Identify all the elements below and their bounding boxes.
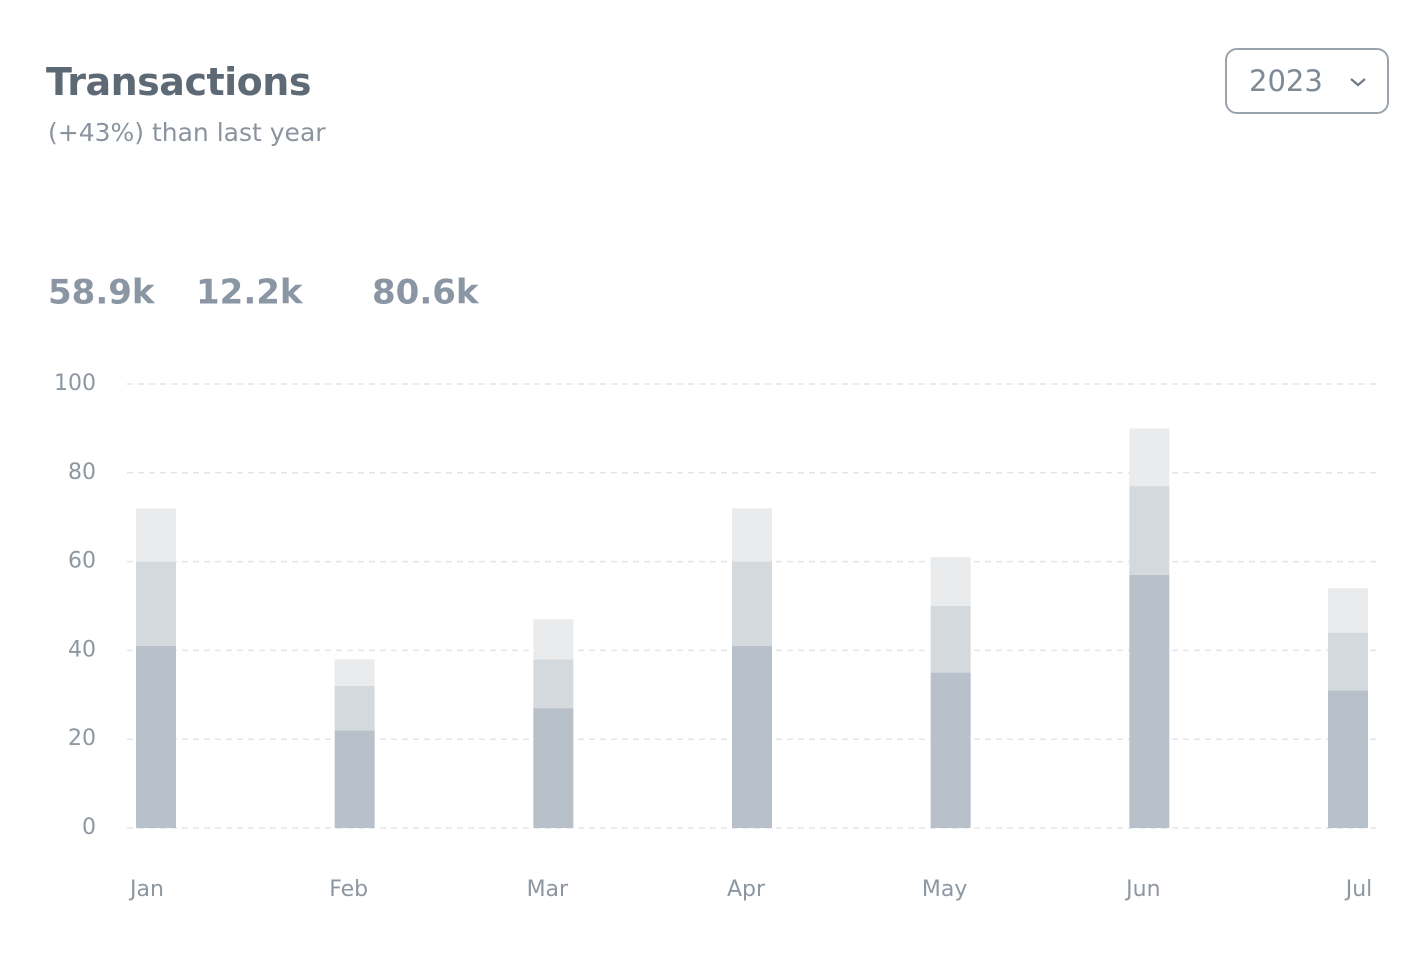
y-tick-label: 60 [68, 549, 96, 574]
x-tick-label: Jul [1344, 877, 1373, 902]
summary-value: 12.2k [196, 273, 304, 313]
chevron-icon [1350, 78, 1366, 87]
y-tick-label: 80 [68, 460, 96, 485]
bar-segment [930, 672, 971, 828]
y-tick-label: 20 [68, 726, 96, 751]
bar-segment [533, 619, 574, 660]
card-title: Transactions [46, 60, 311, 104]
bar-segment [930, 557, 971, 606]
bar-segment [136, 645, 176, 828]
bar-segment [1328, 690, 1368, 828]
x-tick-label: May [922, 877, 967, 902]
y-tick-label: 100 [54, 371, 96, 396]
bar-segment [533, 708, 574, 828]
bar-segment [334, 659, 375, 686]
bar-segment [1129, 486, 1170, 575]
x-tick-label: Feb [329, 877, 368, 902]
bar-segment [533, 659, 574, 709]
summary-value: 80.6k [372, 273, 480, 313]
bar-segment [334, 730, 375, 828]
x-tick-label: Jun [1124, 877, 1160, 902]
bar-segment [1328, 632, 1368, 691]
bar-segment [1129, 428, 1170, 487]
y-tick-label: 0 [82, 815, 96, 840]
bar-segment [732, 561, 772, 646]
bar-segment [136, 508, 176, 562]
x-tick-label: Mar [527, 877, 569, 902]
y-tick-label: 40 [68, 637, 96, 662]
year-select-value: 2023 [1249, 64, 1323, 98]
x-tick-label: Jan [128, 877, 164, 902]
bar-segment [334, 685, 375, 731]
card-subtitle: (+43%) than last year [48, 118, 326, 147]
x-tick-label: Apr [727, 877, 766, 902]
bar-segment [1129, 574, 1170, 828]
bar-segment [136, 561, 176, 646]
year-select[interactable]: 2023 [1225, 48, 1389, 114]
bar-segment [1328, 588, 1368, 633]
bar-segment [930, 606, 971, 673]
summary-value: 58.9k [48, 273, 156, 313]
bar-segment [732, 508, 772, 562]
bar-segment [732, 645, 772, 828]
